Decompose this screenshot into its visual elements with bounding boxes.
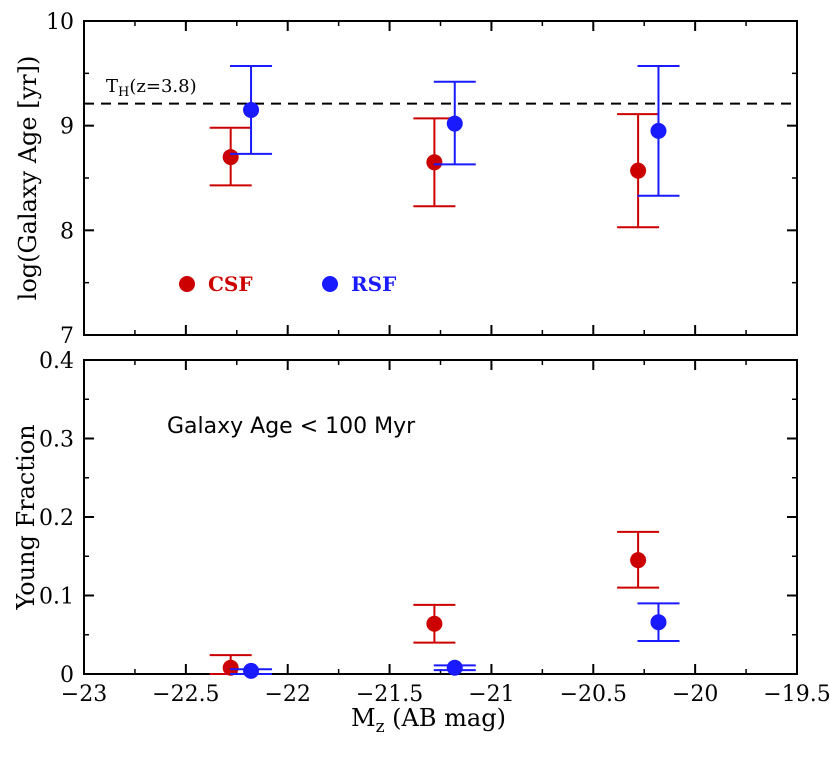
rsf-point-3 (637, 602, 680, 643)
rsf-marker (243, 101, 260, 118)
csf-point-1 (209, 126, 252, 187)
rsf-marker (446, 115, 463, 132)
csf-marker (630, 552, 647, 569)
y-tick-label: 0.4 (39, 349, 74, 374)
x-tick-label: −21.5 (356, 682, 423, 707)
y-tick-label: 10 (46, 10, 74, 35)
rsf-point-3 (637, 65, 680, 197)
y-tick-label: 0.2 (39, 506, 74, 531)
legend-csf-marker (179, 276, 195, 292)
x-tick-label: −23 (61, 682, 107, 707)
bottom-axis-ticks: 0 0.1 0.2 0.3 0.4 −23 −22.5 −22 −21.5 −21 −20.5 −20… (39, 349, 830, 707)
bottom-data-marks (209, 530, 680, 679)
csf-marker (426, 615, 443, 632)
rsf-marker (650, 122, 667, 139)
rsf-point-2 (433, 659, 476, 676)
hubble-time-label-rest: (z=3.8) (129, 76, 196, 97)
csf-point-3 (617, 530, 660, 589)
top-axis-ticks: 7 8 9 10 (46, 10, 798, 349)
hubble-time-label-sub: H (118, 85, 129, 100)
csf-point-2 (413, 117, 456, 208)
x-tick-label: −19.5 (763, 682, 830, 707)
x-tick-label: −20 (672, 682, 718, 707)
top-data-marks (209, 65, 680, 229)
csf-marker (426, 154, 443, 171)
x-axis-title-main: M (351, 704, 376, 732)
x-tick-label: −20.5 (560, 682, 627, 707)
hubble-time-label-main: T (106, 76, 118, 97)
csf-point-2 (413, 603, 456, 644)
legend: CSF RSF (179, 272, 396, 296)
y-tick-label: 0.1 (39, 585, 74, 610)
csf-point-3 (617, 113, 660, 229)
csf-marker (222, 149, 239, 166)
x-axis-title: Mz (AB mag) (351, 704, 506, 737)
age-cut-annotation: Galaxy Age < 100 Myr (167, 414, 416, 439)
y-tick-label: 8 (60, 219, 74, 244)
x-tick-label: −22.5 (152, 682, 219, 707)
x-tick-label: −22 (264, 682, 310, 707)
x-tick-label: −21 (468, 682, 514, 707)
csf-marker (222, 659, 239, 676)
rsf-point-1 (230, 662, 273, 679)
hubble-time-label: TH(z=3.8) (106, 76, 197, 100)
x-axis-title-rest: (AB mag) (385, 704, 506, 732)
y-tick-label: 0 (60, 663, 74, 688)
legend-csf-label: CSF (208, 272, 253, 296)
y-tick-label: 0.3 (39, 428, 74, 453)
rsf-marker (243, 662, 260, 679)
legend-rsf-label: RSF (351, 272, 396, 296)
csf-marker (630, 162, 647, 179)
top-y-axis-title: log(Galaxy Age [yr]) (14, 56, 42, 301)
rsf-marker (446, 659, 463, 676)
legend-rsf-marker (322, 276, 338, 292)
y-tick-label: 9 (60, 115, 74, 140)
rsf-point-2 (433, 80, 476, 166)
x-axis-title-sub: z (376, 717, 385, 737)
bottom-y-axis-title: Young Fraction (12, 424, 40, 610)
y-tick-label: 7 (60, 324, 74, 349)
rsf-point-1 (230, 65, 273, 155)
rsf-marker (650, 614, 667, 631)
